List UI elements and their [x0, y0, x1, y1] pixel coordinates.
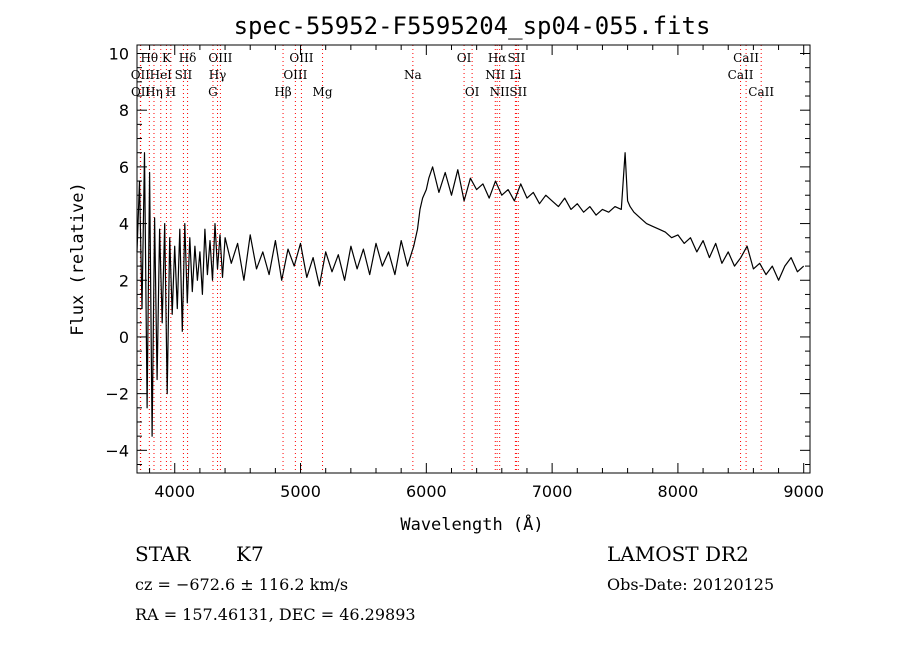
line-label: Hβ — [274, 85, 291, 99]
object-class: STAR — [135, 542, 191, 566]
line-label: Hα — [488, 51, 507, 65]
line-label: OIII — [208, 51, 232, 65]
line-label: CaII — [728, 68, 754, 82]
x-tick-label: 7000 — [532, 482, 573, 501]
x-tick-label: 4000 — [154, 482, 195, 501]
line-label: G — [208, 85, 218, 99]
y-tick-label: 4 — [119, 215, 129, 234]
line-label: NII — [490, 85, 510, 99]
spectral-line-markers — [139, 45, 762, 473]
x-tick-label: 5000 — [280, 482, 321, 501]
line-label: SII — [508, 51, 526, 65]
chart-title: spec-55952-F5595204_sp04-055.fits — [234, 12, 711, 40]
line-label: CaII — [748, 85, 774, 99]
x-tick-label: 9000 — [783, 482, 824, 501]
y-axis: −4 −2 0 2 4 6 8 10 — [105, 45, 810, 465]
line-label: Mg — [313, 85, 333, 99]
spectrum-line — [136, 152, 805, 437]
object-subclass: K7 — [236, 542, 264, 566]
line-label: NII — [485, 68, 505, 82]
spectrum-series — [136, 152, 805, 437]
line-label: K — [162, 51, 172, 65]
coordinates: RA = 157.46131, DEC = 46.29893 — [135, 605, 416, 624]
line-label: OIII — [289, 51, 313, 65]
x-tick-label: 6000 — [406, 482, 447, 501]
y-tick-label: 10 — [109, 45, 129, 64]
line-label: Hγ — [209, 68, 227, 82]
line-label: CaII — [733, 51, 759, 65]
line-label: H — [166, 85, 176, 99]
y-tick-label: −4 — [105, 441, 129, 460]
y-tick-label: 0 — [119, 328, 129, 347]
line-label: Hη — [145, 85, 163, 99]
line-label: OI — [457, 51, 472, 65]
line-label: HeI — [150, 68, 173, 82]
line-label: OII — [131, 68, 151, 82]
redshift-text: cz = −672.6 ± 116.2 km/s — [135, 575, 349, 594]
line-label: Li — [509, 68, 521, 82]
plot-frame — [136, 44, 811, 474]
line-label: Hθ — [140, 51, 158, 65]
line-label: OI — [465, 85, 480, 99]
y-axis-label: Flux (relative) — [68, 182, 88, 336]
y-tick-label: 2 — [119, 271, 129, 290]
y-tick-label: 6 — [119, 158, 129, 177]
line-label: OII — [131, 85, 151, 99]
line-label: OIII — [283, 68, 307, 82]
y-tick-label: 8 — [119, 101, 129, 120]
x-axis-label: Wavelength (Å) — [400, 513, 543, 535]
line-label: SII — [509, 85, 527, 99]
y-tick-label: −2 — [105, 385, 129, 404]
line-label: Hδ — [179, 51, 197, 65]
line-label: SII — [175, 68, 193, 82]
line-label: Na — [404, 68, 422, 82]
survey-name: LAMOST DR2 — [607, 542, 749, 566]
x-tick-label: 8000 — [658, 482, 699, 501]
spectral-line-labels: Hθ OII OII K HeI Hη H SII Hδ OIII Hγ G OIII OIII Hβ Mg N… — [131, 51, 775, 99]
obs-date: Obs-Date: 20120125 — [607, 575, 775, 594]
x-axis: 4000 5000 6000 7000 8000 9000 — [149, 45, 824, 501]
